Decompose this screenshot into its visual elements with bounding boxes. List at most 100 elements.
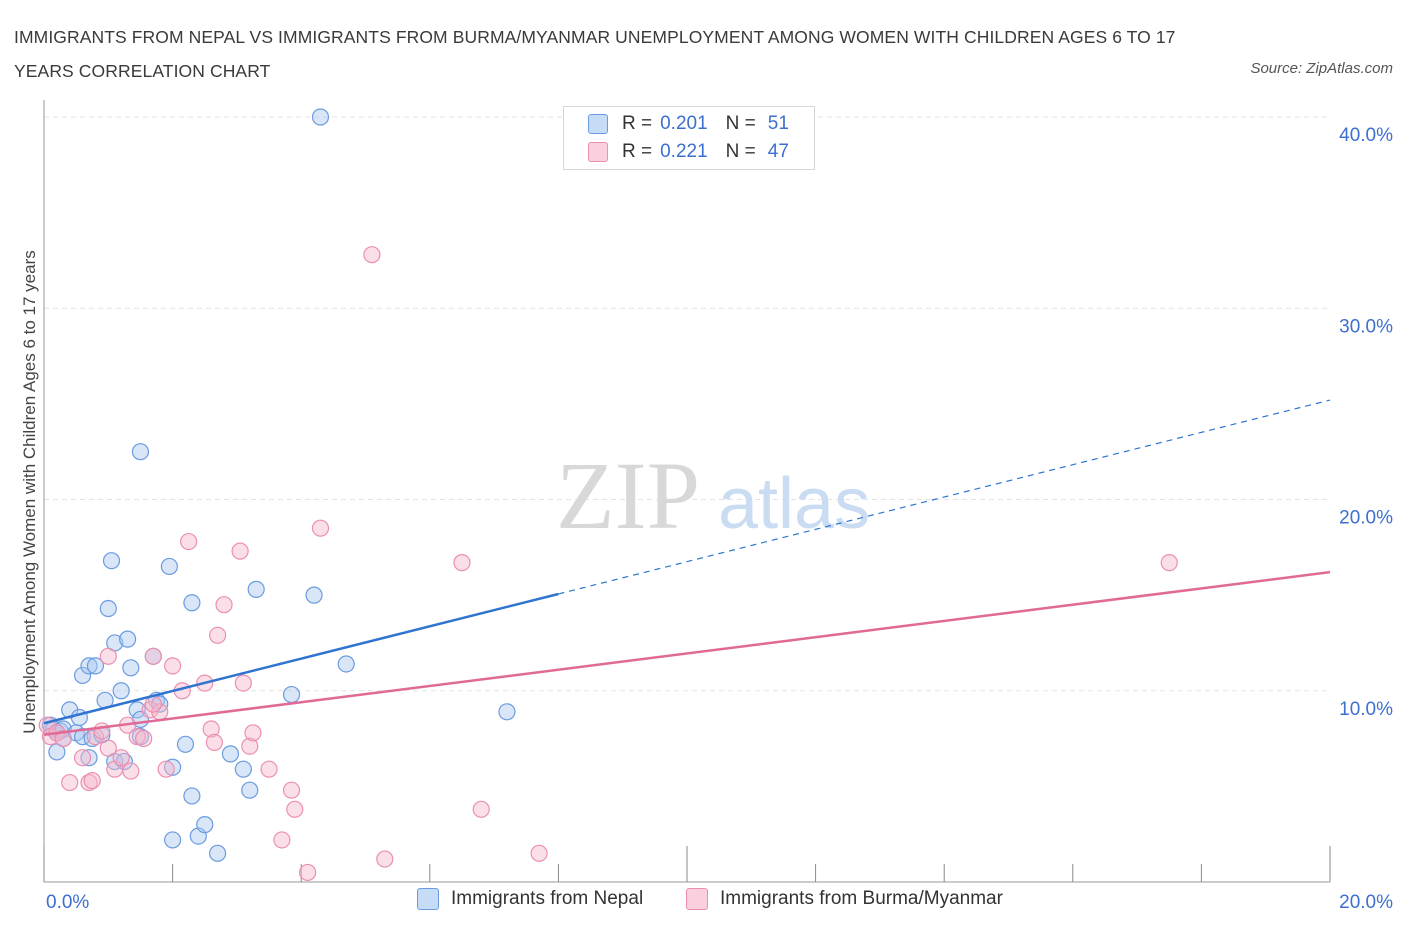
r-label: R = [622, 141, 653, 162]
burma-point [202, 720, 220, 738]
nepal-point [183, 787, 201, 805]
burma-point [205, 733, 223, 751]
nepal-legend-swatch [417, 888, 439, 910]
nepal-point [80, 657, 98, 675]
burma-point [122, 762, 140, 780]
nepal-point [234, 760, 252, 778]
nepal-point [221, 745, 240, 763]
nepal-point [80, 749, 98, 767]
burma-point [286, 800, 304, 818]
nepal-point [498, 703, 516, 721]
y-tick-label: 30.0% [1339, 316, 1393, 337]
gridlines [44, 116, 1330, 692]
legend-item-burma[interactable]: Immigrants from Burma/Myanmar [686, 888, 1003, 910]
legend-row-burma: R = 0.221 N = 47 [588, 140, 789, 164]
burma-point [180, 532, 198, 551]
burma-point [164, 657, 182, 675]
legend-item-nepal[interactable]: Immigrants from Nepal [417, 888, 643, 910]
series-legend: Immigrants from Nepal Immigrants from Bu… [0, 888, 1406, 916]
burma-point [1160, 554, 1178, 572]
y-tick-label: 20.0% [1339, 508, 1393, 529]
burma-point [530, 844, 548, 862]
n-label: N = [725, 113, 756, 134]
burma-legend-swatch [686, 888, 708, 910]
watermark-atlas: atlas [718, 464, 870, 544]
burma-point [282, 781, 301, 799]
nepal-point [131, 443, 150, 461]
nepal-point [118, 630, 137, 648]
nepal-point [160, 557, 178, 576]
burma-point [99, 647, 117, 665]
nepal-point [73, 666, 92, 685]
burma-point [273, 831, 291, 849]
nepal-point [241, 781, 259, 799]
nepal-trend-dashed [558, 399, 1331, 595]
burma-point [209, 626, 227, 644]
legend-label-burma: Immigrants from Burma/Myanmar [720, 888, 1003, 909]
burma-point [231, 542, 249, 560]
tick-labels: 10.0% 20.0% 30.0% 40.0% 0.0% 20.0% [46, 125, 1393, 913]
y-tick-label: 40.0% [1339, 125, 1393, 146]
burma-point [135, 729, 153, 748]
burma-point [234, 674, 252, 692]
burma-point [299, 863, 317, 882]
nepal-point [86, 657, 105, 675]
n-value: 51 [767, 113, 789, 134]
nepal-point [282, 685, 301, 704]
burma-point [215, 596, 233, 614]
nepal-point [196, 816, 214, 834]
burma-point [363, 246, 381, 264]
source-credit: Source: ZipAtlas.com [1250, 60, 1393, 77]
burma-point [241, 737, 259, 755]
y-axis-label-group: Unemployment Among Women with Children A… [20, 250, 39, 734]
nepal-trend-solid [43, 592, 559, 725]
nepal-point [164, 758, 182, 776]
x-tick-label-min: 0.0% [46, 892, 89, 913]
n-label: N = [725, 141, 756, 162]
r-label: R = [622, 113, 653, 134]
nepal-point [102, 552, 121, 570]
nepal-point [112, 682, 130, 700]
burma-point [73, 749, 92, 767]
nepal-point [247, 580, 265, 598]
nepal-point [99, 599, 117, 618]
burma-point [144, 647, 162, 665]
y-axis-label: Unemployment Among Women with Children A… [20, 250, 39, 734]
nepal-point [337, 655, 355, 673]
r-value: 0.221 [660, 141, 708, 162]
burma-point [244, 724, 262, 742]
nepal-point [311, 108, 330, 126]
nepal-point [305, 586, 323, 604]
burma-point [83, 772, 101, 790]
chart-title: IMMIGRANTS FROM NEPAL VS IMMIGRANTS FROM… [14, 27, 1176, 81]
burma-trend [43, 570, 1331, 736]
nepal-point [209, 844, 227, 862]
burma-point [376, 850, 394, 868]
burma-point [472, 800, 490, 818]
x-tick-label-max: 20.0% [1339, 892, 1393, 913]
burma-swatch [588, 142, 608, 162]
nepal-point [176, 735, 195, 753]
n-value: 47 [767, 141, 789, 162]
burma-point [128, 728, 146, 746]
burma-point [99, 739, 117, 757]
burma-point [54, 729, 72, 748]
burma-point [144, 695, 162, 713]
series-burma-points [38, 246, 1178, 882]
burma-point [93, 722, 111, 740]
watermark-zip: ZIP [556, 442, 700, 549]
r-value: 0.201 [660, 113, 708, 134]
nepal-point [128, 701, 146, 719]
burma-point [453, 554, 471, 572]
nepal-point [164, 831, 182, 849]
burma-point [112, 749, 130, 767]
trend-lines [43, 399, 1331, 736]
correlation-legend: R = 0.201 N = 51 R = 0.221 N = 47 [563, 106, 815, 170]
nepal-point [183, 594, 201, 612]
nepal-swatch [588, 114, 608, 134]
y-tick-label: 10.0% [1339, 699, 1393, 720]
legend-label-nepal: Immigrants from Nepal [451, 888, 644, 909]
burma-point [61, 773, 79, 792]
burma-point [311, 519, 330, 537]
